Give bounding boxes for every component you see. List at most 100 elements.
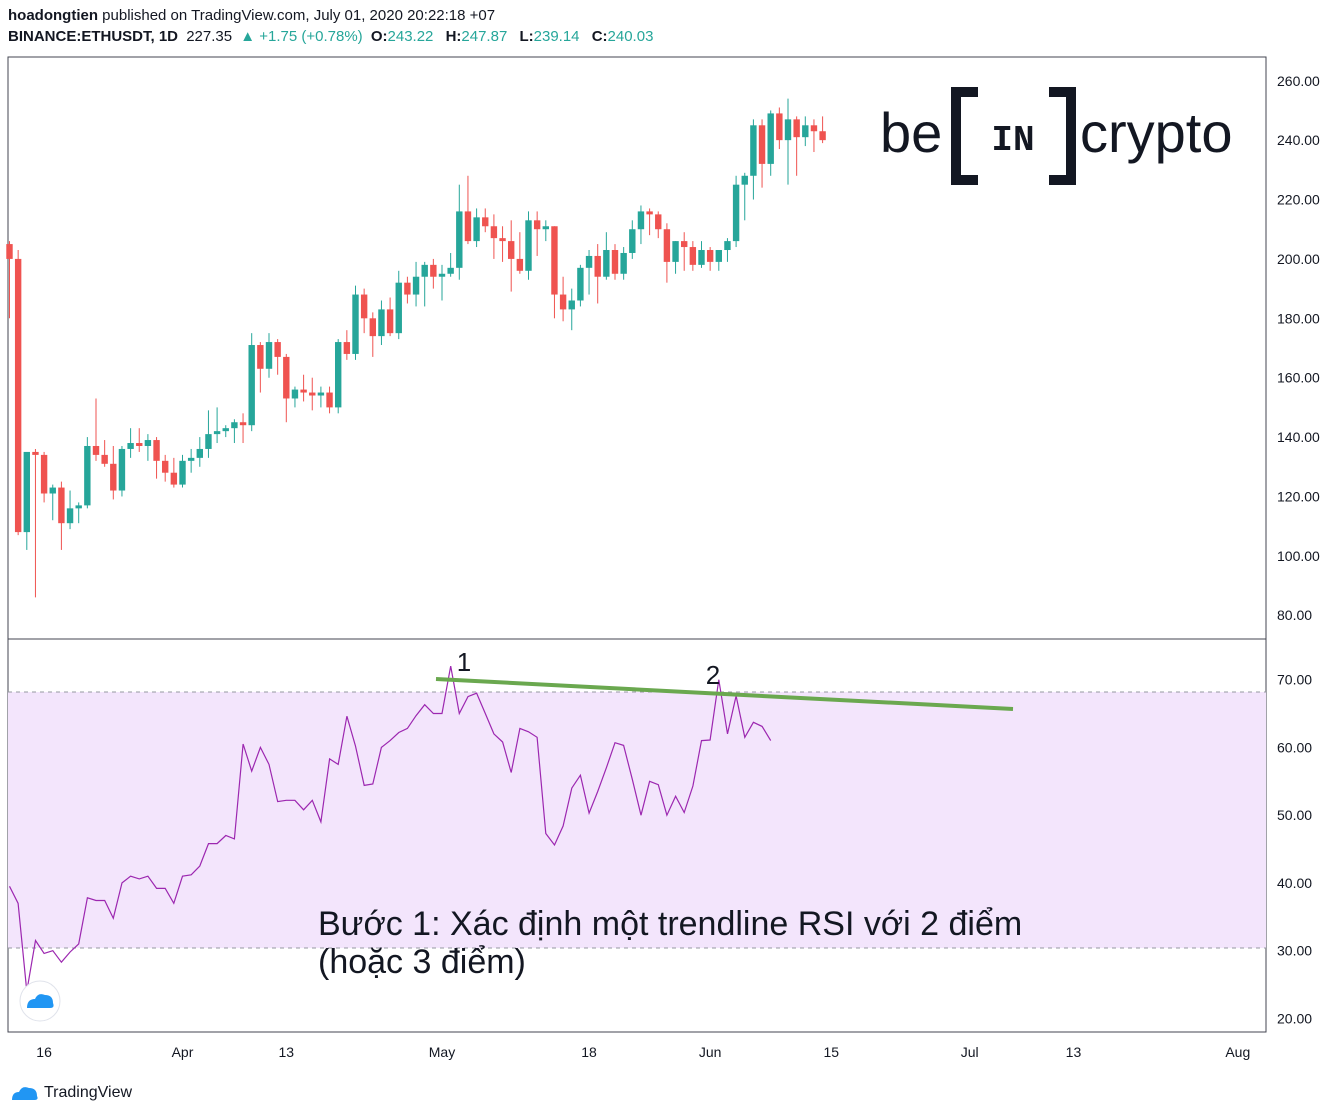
candle xyxy=(776,107,783,150)
candle-body xyxy=(23,451,30,533)
price-tick-label: 200.00 xyxy=(1277,251,1320,267)
candle-body xyxy=(784,119,792,141)
candle xyxy=(213,407,221,444)
candle xyxy=(369,312,376,357)
price-tick-label: 220.00 xyxy=(1277,192,1320,208)
candle xyxy=(594,244,601,304)
logo-crypto: crypto xyxy=(1080,101,1233,164)
candle xyxy=(75,502,82,524)
candle xyxy=(291,386,299,408)
candle-body xyxy=(300,389,307,393)
candle xyxy=(672,241,679,274)
candle-body xyxy=(335,342,342,408)
candle xyxy=(508,220,515,292)
candle-body xyxy=(378,309,385,337)
candle xyxy=(681,232,688,271)
tradingview-badge[interactable] xyxy=(19,980,61,1022)
candle xyxy=(136,428,143,452)
logo-be: be xyxy=(880,101,942,164)
beincrypto-logo: be IN crypto xyxy=(880,87,1233,185)
candle xyxy=(456,184,463,280)
candle-body xyxy=(430,264,437,277)
candle-body xyxy=(265,342,273,369)
candle-body xyxy=(724,241,731,251)
candle xyxy=(274,339,281,375)
candle-body xyxy=(205,434,212,449)
candle xyxy=(196,437,203,467)
open-label: O: xyxy=(370,28,388,45)
candle xyxy=(430,258,437,289)
candle-body xyxy=(257,345,264,369)
candle-body xyxy=(239,422,247,426)
candle xyxy=(611,244,619,280)
time-tick-label: May xyxy=(429,1044,455,1060)
candle-body xyxy=(40,454,48,494)
annotation-line-2: (hoặc 3 điểm) xyxy=(318,943,526,981)
candle xyxy=(741,172,748,221)
candle xyxy=(32,448,39,598)
candle-body xyxy=(14,258,22,533)
candlestick-series xyxy=(6,98,826,598)
candle xyxy=(386,297,394,337)
time-tick-label: 15 xyxy=(823,1044,839,1060)
candle-body xyxy=(793,119,800,138)
candle-body xyxy=(101,454,108,464)
candle-body xyxy=(162,460,169,473)
candle xyxy=(551,226,558,319)
candle-body xyxy=(482,217,489,227)
chart-area[interactable]: 80.00100.00120.00140.00160.00180.00200.0… xyxy=(0,0,1344,1080)
candle-body xyxy=(689,247,697,265)
candle-body xyxy=(352,294,359,354)
point-2-label: 2 xyxy=(706,660,720,690)
candle-body xyxy=(611,250,619,274)
footer-brand: TradingView xyxy=(44,1084,133,1101)
candle xyxy=(205,410,212,458)
candle xyxy=(231,419,238,444)
candle-body xyxy=(698,250,705,265)
candle xyxy=(118,445,126,497)
candle xyxy=(66,490,74,530)
candle-body xyxy=(533,220,541,230)
candle xyxy=(222,425,229,438)
candle xyxy=(750,119,757,200)
candle-body xyxy=(144,440,152,446)
candle-body xyxy=(49,487,56,494)
candle-body xyxy=(170,472,178,485)
candle-body xyxy=(196,448,203,458)
publish-line: hoadongtien published on TradingView.com… xyxy=(8,5,661,26)
footer: TradingView xyxy=(10,1082,132,1104)
price-axis: 80.00 100.00 120.00 140.00 160.00 180.00 200.0… xyxy=(1277,73,1320,623)
candle xyxy=(110,445,117,500)
candle xyxy=(360,288,368,334)
candle xyxy=(793,116,800,176)
candle xyxy=(412,261,420,307)
candle xyxy=(542,220,549,242)
chart-header: hoadongtien published on TradingView.com… xyxy=(8,5,661,47)
time-tick-label: Aug xyxy=(1225,1044,1250,1060)
candle xyxy=(758,119,766,188)
time-tick-label: 13 xyxy=(1066,1044,1082,1060)
candle-body xyxy=(110,463,117,491)
candle-body xyxy=(153,440,160,461)
candle xyxy=(525,211,532,280)
candle-body xyxy=(136,443,143,446)
candle xyxy=(127,428,134,458)
price-tick-label: 240.00 xyxy=(1277,132,1320,148)
candle-body xyxy=(438,273,446,277)
candle xyxy=(326,386,333,414)
candle-body xyxy=(6,244,13,259)
candle xyxy=(533,211,541,256)
candle xyxy=(810,119,818,153)
candle xyxy=(187,448,195,473)
candle-body xyxy=(551,226,558,295)
candle xyxy=(335,339,342,414)
candle-body xyxy=(594,255,601,277)
time-tick-label: 13 xyxy=(279,1044,295,1060)
candle-body xyxy=(499,238,506,242)
candle-body xyxy=(32,451,39,455)
time-tick-label: Apr xyxy=(172,1044,194,1060)
candle xyxy=(663,223,671,283)
candle xyxy=(239,413,247,444)
candle xyxy=(516,232,524,274)
candle-body xyxy=(179,460,186,485)
